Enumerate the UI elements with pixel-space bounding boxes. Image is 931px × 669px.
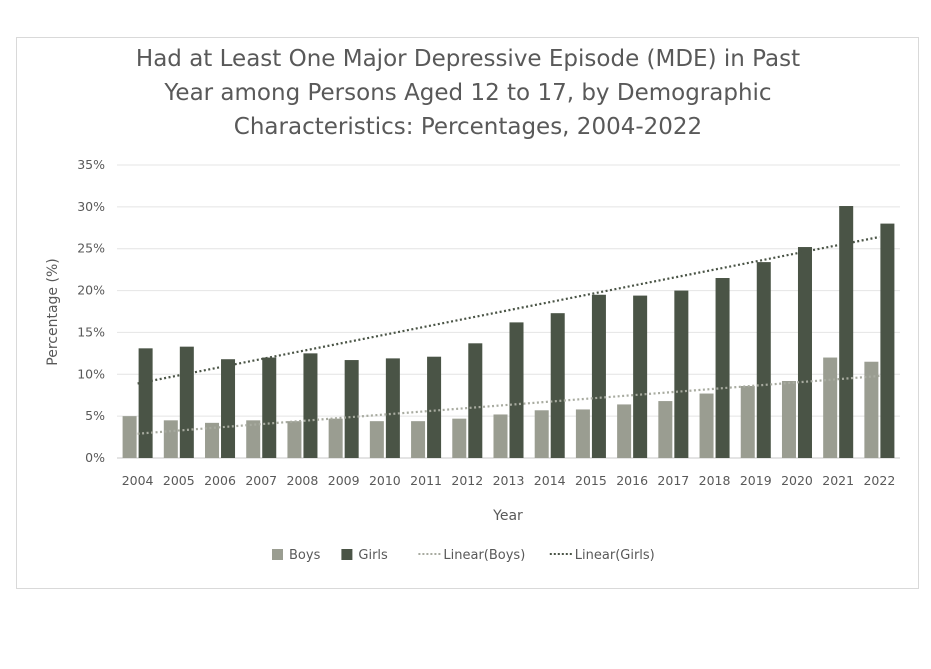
x-tick-label: 2006 — [204, 473, 236, 488]
bar-girls-2007 — [262, 357, 277, 458]
bar-girls-2015 — [591, 294, 606, 458]
y-tick-label: 20% — [77, 283, 105, 298]
y-tick-label: 0% — [85, 450, 105, 465]
x-tick-label: 2014 — [534, 473, 566, 488]
y-tick-label: 5% — [85, 408, 105, 423]
bar-girls-2005 — [179, 346, 194, 458]
x-tick-label: 2011 — [410, 473, 442, 488]
bar-boys-2022 — [864, 361, 879, 458]
bar-girls-2020 — [797, 247, 812, 458]
x-tick-label: 2012 — [451, 473, 483, 488]
bar-boys-2006 — [205, 422, 220, 458]
trendlines — [137, 235, 880, 435]
bar-girls-2016 — [633, 295, 648, 458]
bar-girls-2004 — [138, 348, 153, 458]
bar-boys-2007 — [246, 420, 261, 458]
trendline-girls — [137, 235, 880, 385]
legend-label-trend-girls: Linear(Girls) — [575, 548, 655, 563]
chart-title-line-2: Year among Persons Aged 12 to 17, by Dem… — [163, 80, 771, 106]
x-tick-label: 2021 — [822, 473, 854, 488]
bar-boys-2009 — [328, 418, 343, 458]
y-tick-label: 25% — [77, 241, 105, 256]
bar-boys-2017 — [658, 401, 673, 458]
bar-girls-2009 — [344, 360, 359, 458]
x-tick-label: 2004 — [122, 473, 154, 488]
y-tick-label: 30% — [77, 199, 105, 214]
bar-girls-2010 — [385, 358, 400, 458]
bar-girls-2013 — [509, 322, 524, 458]
x-tick-label: 2020 — [781, 473, 813, 488]
gridlines — [117, 164, 900, 459]
legend-label-trend-boys: Linear(Boys) — [443, 548, 525, 563]
legend-swatch-girls — [341, 549, 353, 560]
x-axis-title: Year — [492, 508, 523, 524]
bar-boys-2010 — [369, 421, 384, 458]
bar-boys-2019 — [740, 386, 755, 458]
x-tick-label: 2022 — [863, 473, 895, 488]
x-tick-label: 2010 — [369, 473, 401, 488]
legend-label-boys: Boys — [289, 548, 321, 563]
legend: Boys Girls Linear(Boys) Linear(Girls) — [272, 548, 655, 563]
bar-boys-2008 — [287, 421, 302, 458]
bar-girls-2017 — [674, 290, 689, 458]
bar-girls-2019 — [756, 262, 771, 458]
bar-boys-2018 — [699, 393, 714, 458]
chart-frame: Had at Least One Major Depressive Episod… — [16, 37, 919, 589]
bar-girls-2014 — [550, 313, 565, 458]
x-tick-label: 2007 — [245, 473, 277, 488]
y-tick-label: 10% — [77, 366, 105, 381]
bar-girls-2008 — [303, 353, 318, 458]
x-tick-label: 2018 — [699, 473, 731, 488]
bar-boys-2015 — [575, 409, 590, 458]
legend-swatch-boys — [272, 549, 283, 560]
bar-girls-2011 — [427, 356, 442, 458]
chart-title-line-3: Characteristics: Percentages, 2004-2022 — [234, 114, 702, 140]
y-axis-ticks: 0% 5% 10% 15% 20% 25% 30% 35% — [77, 157, 105, 465]
bar-boys-2004 — [122, 416, 137, 458]
x-tick-label: 2017 — [657, 473, 689, 488]
x-tick-label: 2005 — [163, 473, 195, 488]
x-tick-label: 2013 — [493, 473, 525, 488]
bar-boys-2016 — [617, 404, 632, 458]
bar-girls-2006 — [221, 359, 236, 458]
chart-title: Had at Least One Major Depressive Episod… — [136, 46, 800, 140]
bar-boys-2013 — [493, 414, 508, 458]
bars — [122, 206, 895, 458]
x-tick-label: 2015 — [575, 473, 607, 488]
bar-boys-2012 — [452, 418, 467, 458]
bar-girls-2018 — [715, 278, 730, 458]
bar-boys-2005 — [163, 420, 178, 458]
chart-svg: Had at Least One Major Depressive Episod… — [45, 46, 900, 563]
bar-boys-2014 — [534, 410, 549, 458]
legend-label-girls: Girls — [358, 548, 388, 563]
y-axis-title: Percentage (%) — [45, 258, 61, 365]
bar-boys-2020 — [781, 380, 796, 458]
bar-boys-2011 — [411, 421, 426, 458]
x-tick-label: 2016 — [616, 473, 648, 488]
bar-girls-2021 — [839, 206, 854, 458]
y-tick-label: 35% — [77, 157, 105, 172]
x-axis-ticks: 2004 2005 2006 2007 2008 2009 2010 2011 2012 2013… — [122, 473, 896, 488]
x-tick-label: 2008 — [287, 473, 319, 488]
chart-title-line-1: Had at Least One Major Depressive Episod… — [136, 46, 800, 72]
x-tick-label: 2009 — [328, 473, 360, 488]
bar-girls-2012 — [468, 343, 483, 458]
bar-boys-2021 — [823, 357, 838, 458]
bar-girls-2022 — [880, 223, 895, 458]
x-tick-label: 2019 — [740, 473, 772, 488]
y-tick-label: 15% — [77, 324, 105, 339]
